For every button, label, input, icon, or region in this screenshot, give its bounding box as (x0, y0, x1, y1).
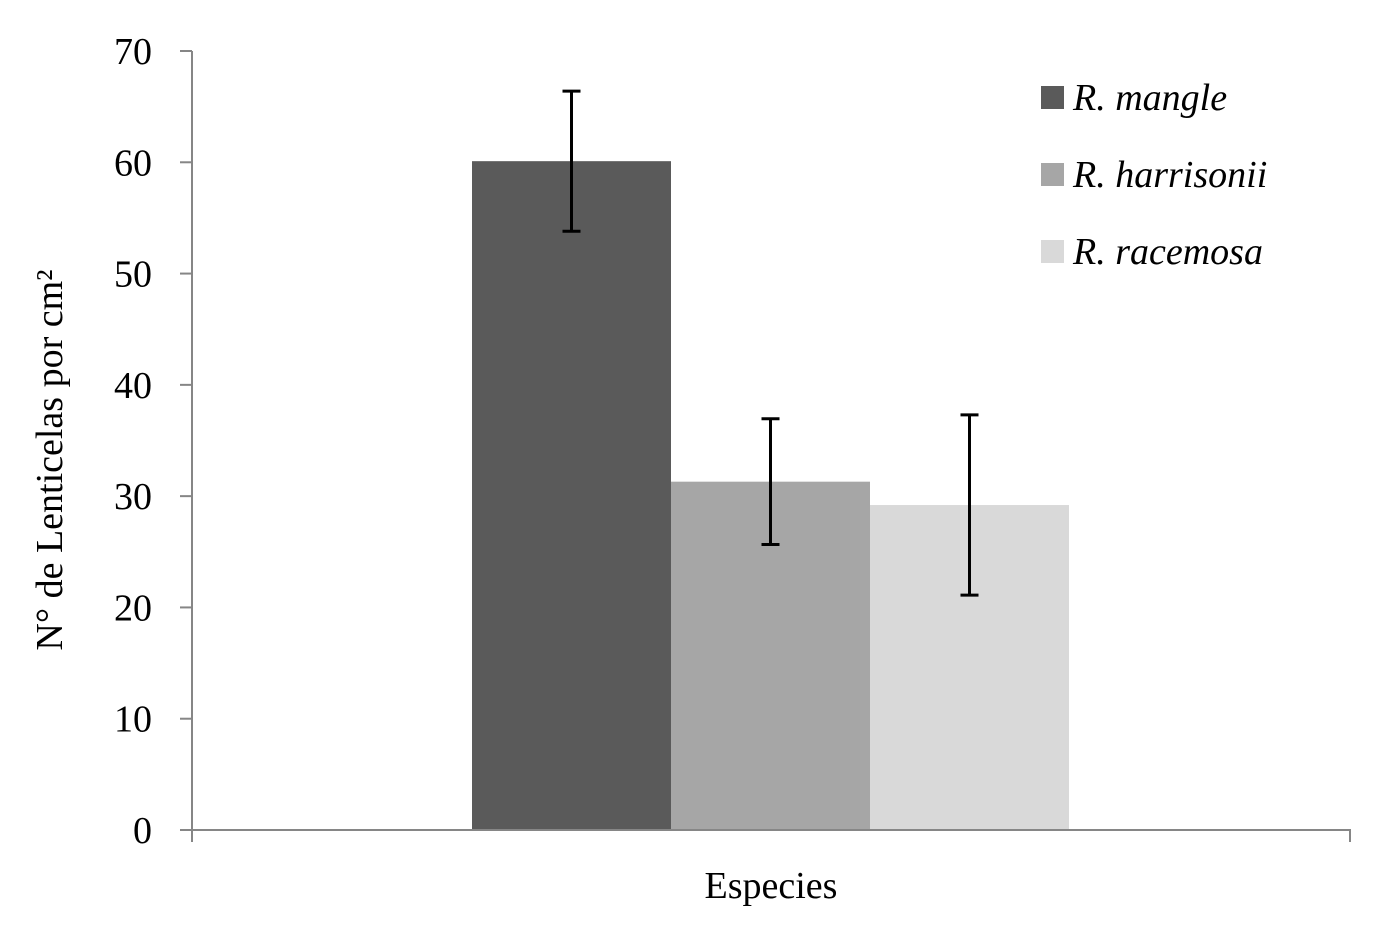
legend-swatch (1041, 240, 1064, 263)
y-tick-label: 0 (133, 810, 152, 852)
legend-swatch (1041, 86, 1064, 109)
y-tick-label: 50 (114, 254, 152, 296)
y-tick-label: 60 (114, 142, 152, 184)
x-axis-label: Especies (705, 865, 838, 907)
bar-r-mangle (472, 161, 671, 830)
legend-label: R. racemosa (1072, 231, 1263, 273)
legend-label: R. harrisonii (1072, 154, 1267, 196)
y-tick-label: 70 (114, 31, 152, 73)
y-axis-label: N° de Lenticelas por cm² (29, 269, 71, 650)
legend-label: R. mangle (1072, 77, 1227, 119)
legend-swatch (1041, 163, 1064, 186)
y-tick-label: 40 (114, 365, 152, 407)
y-tick-label: 10 (114, 699, 152, 741)
y-tick-label: 20 (114, 587, 152, 629)
y-tick-label: 30 (114, 476, 152, 518)
